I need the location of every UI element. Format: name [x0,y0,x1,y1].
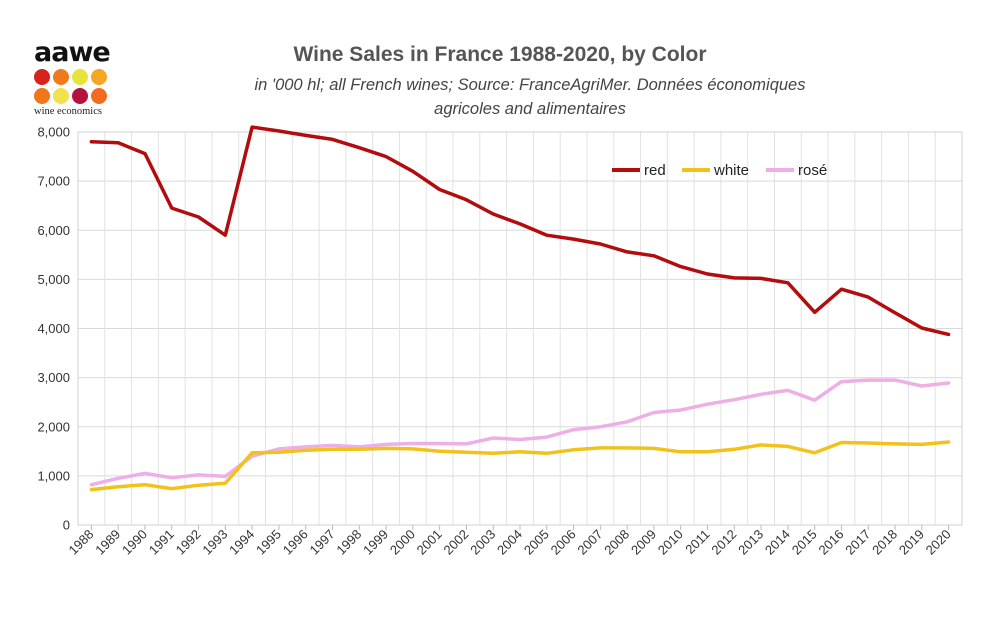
x-tick-label: 1998 [333,527,364,558]
logo-dot [34,88,50,104]
x-tick-label: 1993 [199,527,230,558]
x-tick-label: 2009 [628,527,659,558]
x-tick-label: 2011 [682,527,712,557]
x-tick-label: 2003 [467,527,498,558]
y-tick-label: 8,000 [37,125,70,140]
x-tick-label: 1988 [65,527,96,558]
logo-wordmark: aawe [34,37,111,68]
x-tick-label: 1995 [253,527,284,558]
logo-dot [72,88,88,104]
y-tick-label: 4,000 [37,321,70,336]
y-tick-label: 2,000 [37,419,70,434]
x-tick-label: 1994 [226,527,257,558]
logo-subtext: wine economics [34,106,102,117]
y-tick-label: 6,000 [37,223,70,238]
aawe-logo: aawe wine economics [34,37,118,117]
x-tick-label: 2008 [601,527,632,558]
x-tick-label: 2020 [923,527,954,558]
x-tick-label: 2001 [414,527,445,558]
x-tick-label: 2019 [896,527,927,558]
legend-label: rosé [798,162,827,179]
x-tick-label: 2007 [574,527,605,558]
series-line-red [89,125,951,337]
logo-dots [34,69,118,104]
y-tick-label: 3,000 [37,370,70,385]
x-tick-label: 2015 [789,527,820,558]
x-tick-label: 2013 [735,527,766,558]
y-tick-label: 5,000 [37,272,70,287]
logo-dot [91,88,107,104]
x-tick-label: 2012 [708,527,739,558]
chart-title: Wine Sales in France 1988-2020, by Color [293,43,707,66]
logo-dot [53,88,69,104]
x-tick-label: 1991 [146,527,177,558]
x-tick-label: 2004 [494,527,525,558]
y-tick-label: 1,000 [37,468,70,483]
x-tick-label: 1989 [92,527,123,558]
x-tick-label: 2005 [521,527,552,558]
y-tick-label: 7,000 [37,174,70,189]
logo-dot [72,69,88,85]
x-tick-label: 1999 [360,527,391,558]
x-tick-label: 2014 [762,527,793,558]
series-line-rose [89,378,951,487]
x-tick-label: 2000 [387,527,418,558]
x-tick-label: 1996 [280,527,311,558]
logo-dot [53,69,69,85]
x-tick-label: 1990 [119,527,150,558]
x-tick-label: 1992 [173,527,204,558]
logo-dot [91,69,107,85]
x-tick-label: 2017 [842,527,873,558]
x-tick-label: 2002 [440,527,471,558]
x-tick-label: 2016 [816,527,847,558]
x-tick-label: 2018 [869,527,900,558]
legend-label: red [644,162,666,179]
x-tick-label: 2006 [548,527,579,558]
y-tick-label: 0 [63,518,70,533]
x-tick-label: 2010 [655,527,686,558]
chart-subtitle: in '000 hl; all French wines; Source: Fr… [254,76,806,118]
legend-label: white [713,162,749,179]
logo-dot [34,69,50,85]
series-line-white [89,440,951,492]
x-tick-label: 1997 [307,527,338,558]
